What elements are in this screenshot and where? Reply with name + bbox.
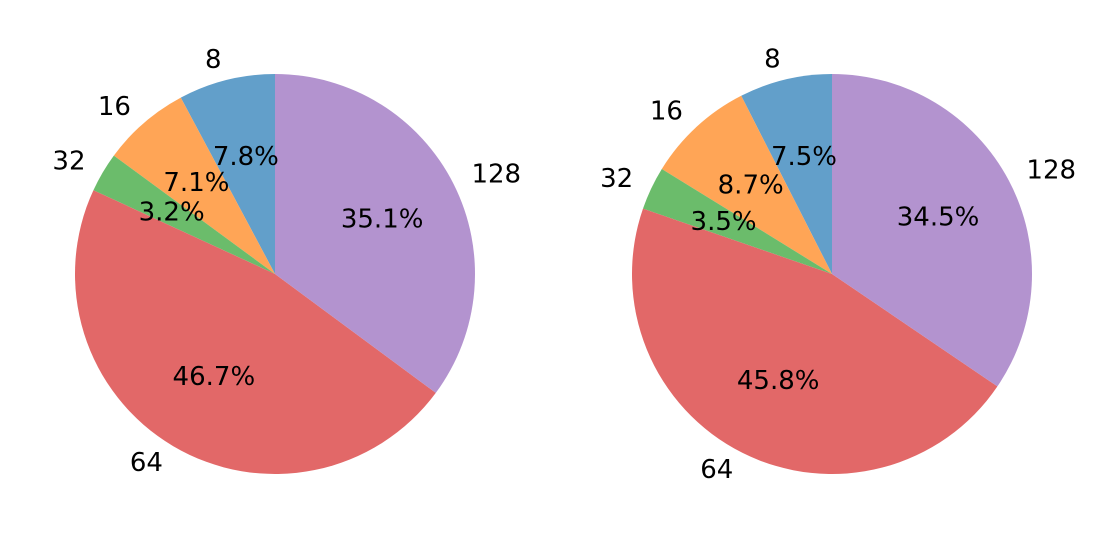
slice-label: 32 [600,164,633,194]
slice-percent-label: 7.5% [771,142,837,172]
slice-percent-label: 3.5% [691,207,757,237]
slice-percent-label: 7.1% [163,168,229,198]
slice-percent-label: 34.5% [897,202,980,232]
pie-slice-128 [275,74,475,393]
slice-percent-label: 46.7% [173,362,256,392]
slice-label: 64 [700,455,733,485]
pie-slice-8 [741,74,832,274]
slice-percent-label: 35.1% [341,204,424,234]
pie-slice-16 [113,97,275,275]
pie-slice-64 [631,208,998,475]
slice-label: 128 [471,159,521,189]
slice-percent-label: 3.2% [139,198,205,228]
pie-chart-2: 8 7.5% 16 8.7% 32 3.5% 64 45.8% 128 34.5% [600,45,1076,486]
slice-label: 32 [52,147,85,177]
slice-percent-label: 7.8% [213,142,279,172]
slice-label: 16 [650,97,683,127]
slice-percent-label: 45.8% [737,366,820,396]
pie-slice-128 [832,74,1032,387]
pie-chart-1: 8 7.8% 16 7.1% 32 3.2% 64 46.7% 128 35.1% [52,45,521,478]
pie-slice-8 [180,74,275,274]
pie-slice-16 [661,95,832,274]
pie-slice-32 [642,168,832,274]
slice-label: 16 [98,92,131,122]
slice-label: 8 [764,45,781,75]
slice-percent-label: 8.7% [718,170,784,200]
slice-label: 64 [130,448,163,478]
pie-slice-64 [75,190,436,474]
slice-label: 8 [205,45,222,75]
slice-label: 128 [1026,156,1076,186]
pie-slice-32 [93,155,275,274]
